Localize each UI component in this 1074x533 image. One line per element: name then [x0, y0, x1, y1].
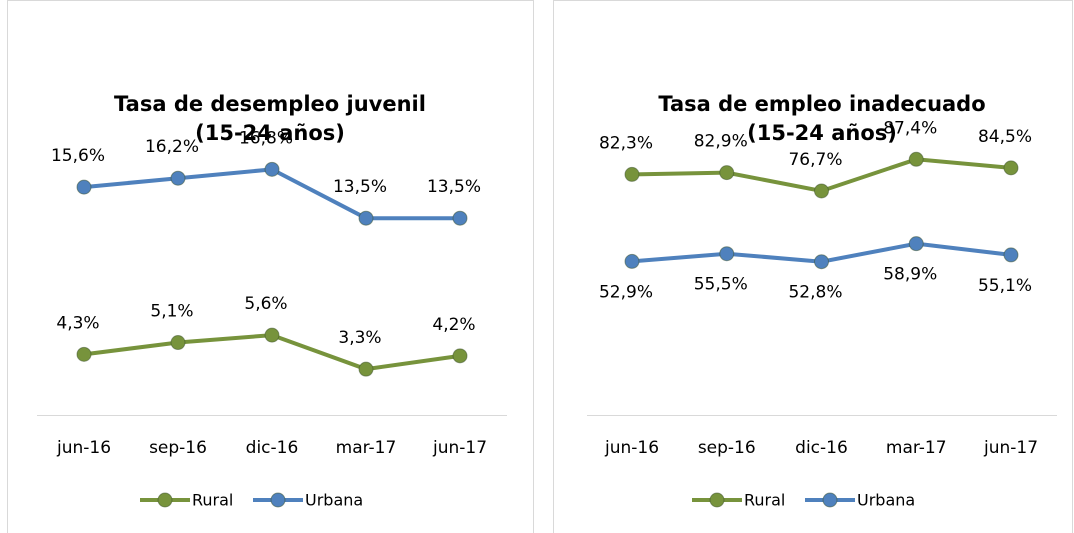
marker — [814, 183, 829, 199]
marker — [814, 254, 829, 270]
legend-label: Rural — [192, 491, 233, 510]
marker — [452, 348, 468, 364]
x-tick-label: mar-17 — [886, 438, 947, 458]
marker — [624, 253, 640, 269]
marker — [264, 327, 280, 343]
data-label: 76,7% — [788, 150, 842, 170]
x-tick-label: dic-16 — [795, 438, 848, 458]
data-label: 16,2% — [145, 137, 199, 157]
marker — [719, 246, 735, 262]
x-tick-label: jun-16 — [56, 438, 111, 458]
marker — [719, 165, 735, 181]
x-tick-label: sep-16 — [149, 438, 207, 458]
marker — [264, 161, 280, 177]
marker — [76, 346, 92, 362]
chart-title: Tasa de desempleo juvenil — [114, 92, 426, 116]
legend-marker — [270, 492, 286, 508]
x-tick-label: dic-16 — [246, 438, 299, 458]
marker — [452, 210, 468, 226]
marker — [170, 335, 186, 351]
chart-title: Tasa de empleo inadecuado — [658, 92, 985, 116]
chart-title: (15-24 años) — [195, 121, 345, 145]
marker — [358, 210, 374, 226]
legend-marker — [709, 492, 725, 508]
data-label: 13,5% — [427, 177, 481, 197]
marker — [624, 166, 640, 182]
data-label: 84,5% — [978, 127, 1032, 147]
x-tick-label: jun-17 — [983, 438, 1038, 458]
marker — [358, 361, 374, 377]
data-label: 15,6% — [51, 146, 105, 166]
data-label: 82,9% — [694, 132, 748, 152]
data-label: 13,5% — [333, 177, 387, 197]
marker — [1003, 247, 1019, 263]
panel-border — [553, 0, 1073, 533]
x-tick-label: jun-17 — [432, 438, 487, 458]
data-label: 82,3% — [599, 133, 653, 153]
data-label: 52,8% — [788, 283, 842, 303]
legend-label: Urbana — [305, 491, 363, 510]
data-label: 52,9% — [599, 282, 653, 302]
x-tick-label: sep-16 — [698, 438, 756, 458]
legend-marker — [822, 492, 838, 508]
marker — [908, 236, 924, 252]
data-label: 5,6% — [244, 294, 287, 314]
data-label: 55,1% — [978, 276, 1032, 296]
data-label: 4,3% — [56, 313, 99, 333]
x-tick-label: jun-16 — [604, 438, 659, 458]
marker — [908, 151, 924, 167]
legend-marker — [157, 492, 173, 508]
data-label: 16,8% — [239, 128, 293, 148]
data-label: 58,9% — [883, 265, 937, 285]
legend-label: Rural — [744, 491, 785, 510]
x-tick-label: mar-17 — [336, 438, 397, 458]
chart-title: (15-24 años) — [747, 121, 897, 145]
panel-border — [7, 0, 534, 533]
marker — [1003, 160, 1019, 176]
data-label: 55,5% — [694, 275, 748, 295]
marker — [76, 179, 92, 195]
data-label: 5,1% — [150, 302, 193, 322]
data-label: 87,4% — [883, 118, 937, 138]
data-label: 3,3% — [338, 328, 381, 348]
marker — [170, 170, 186, 186]
data-label: 4,2% — [432, 315, 475, 335]
legend-label: Urbana — [857, 491, 915, 510]
